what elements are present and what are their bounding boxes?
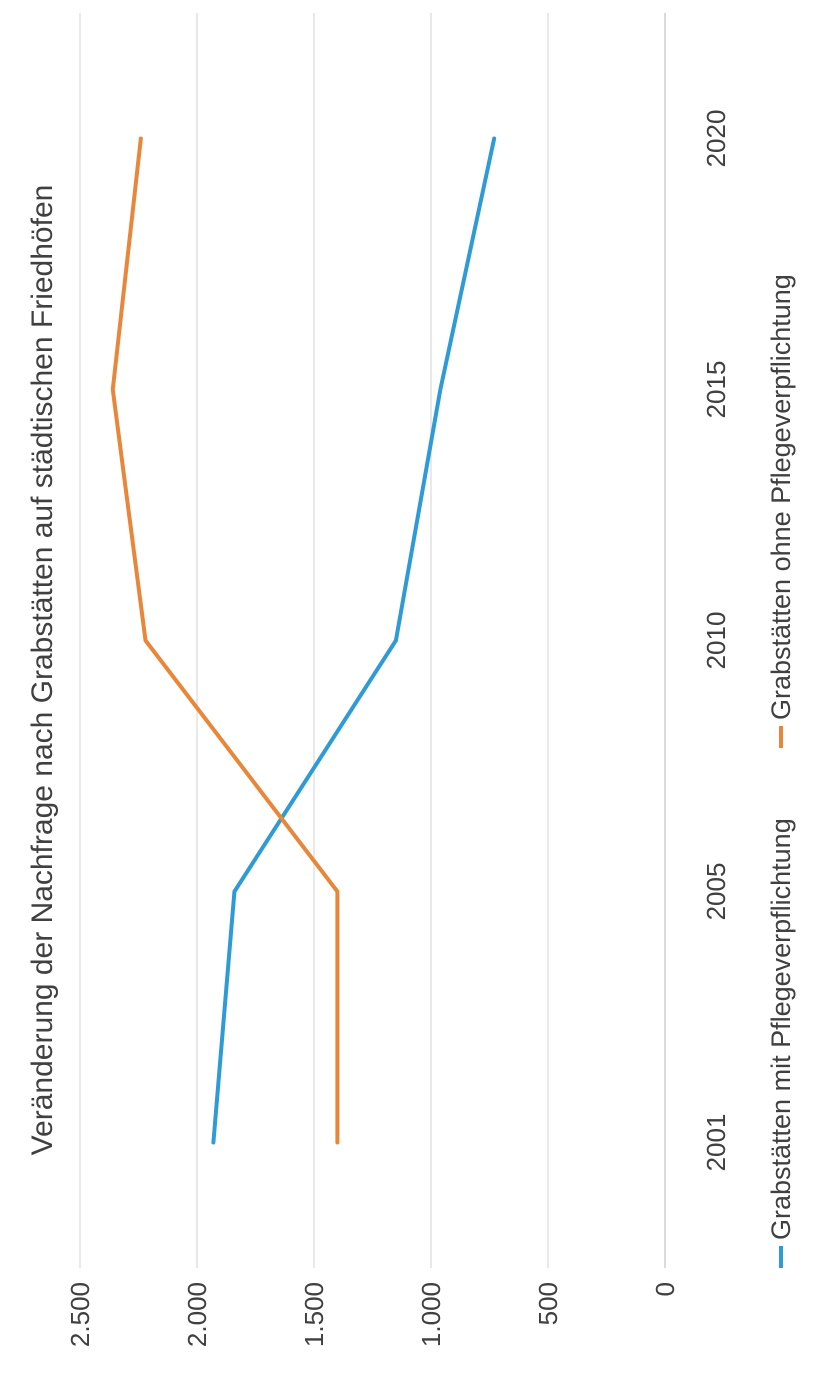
y-tick-label: 2.500	[65, 1282, 95, 1347]
chart-title: Veränderung der Nachfrage nach Grabstätt…	[26, 185, 59, 1156]
y-tick-label: 500	[533, 1282, 563, 1325]
series-lines	[113, 138, 495, 1142]
legend-label: Grabstätten ohne Pflegeverpflichtung	[766, 274, 796, 720]
gridlines	[80, 13, 665, 1268]
y-axis-ticks: 0 500 1.000 1.500 2.000 2.500	[65, 1282, 680, 1347]
y-tick-label: 1.500	[299, 1282, 329, 1347]
x-tick-label: 2015	[701, 361, 731, 419]
x-tick-label: 2010	[701, 612, 731, 670]
y-tick-label: 2.000	[182, 1282, 212, 1347]
legend: Grabstätten mit Pflegeverpflichtung Grabs…	[766, 274, 796, 1268]
x-tick-label: 2020	[701, 110, 731, 168]
x-tick-label: 2001	[701, 1114, 731, 1172]
y-tick-label: 0	[650, 1282, 680, 1296]
y-tick-label: 1.000	[416, 1282, 446, 1347]
x-axis-labels: 2001 2005 2010 2015 2020	[701, 110, 731, 1172]
series-line-1	[213, 139, 494, 1143]
x-tick-label: 2005	[701, 863, 731, 921]
legend-label: Grabstätten mit Pflegeverpflichtung	[766, 818, 796, 1240]
